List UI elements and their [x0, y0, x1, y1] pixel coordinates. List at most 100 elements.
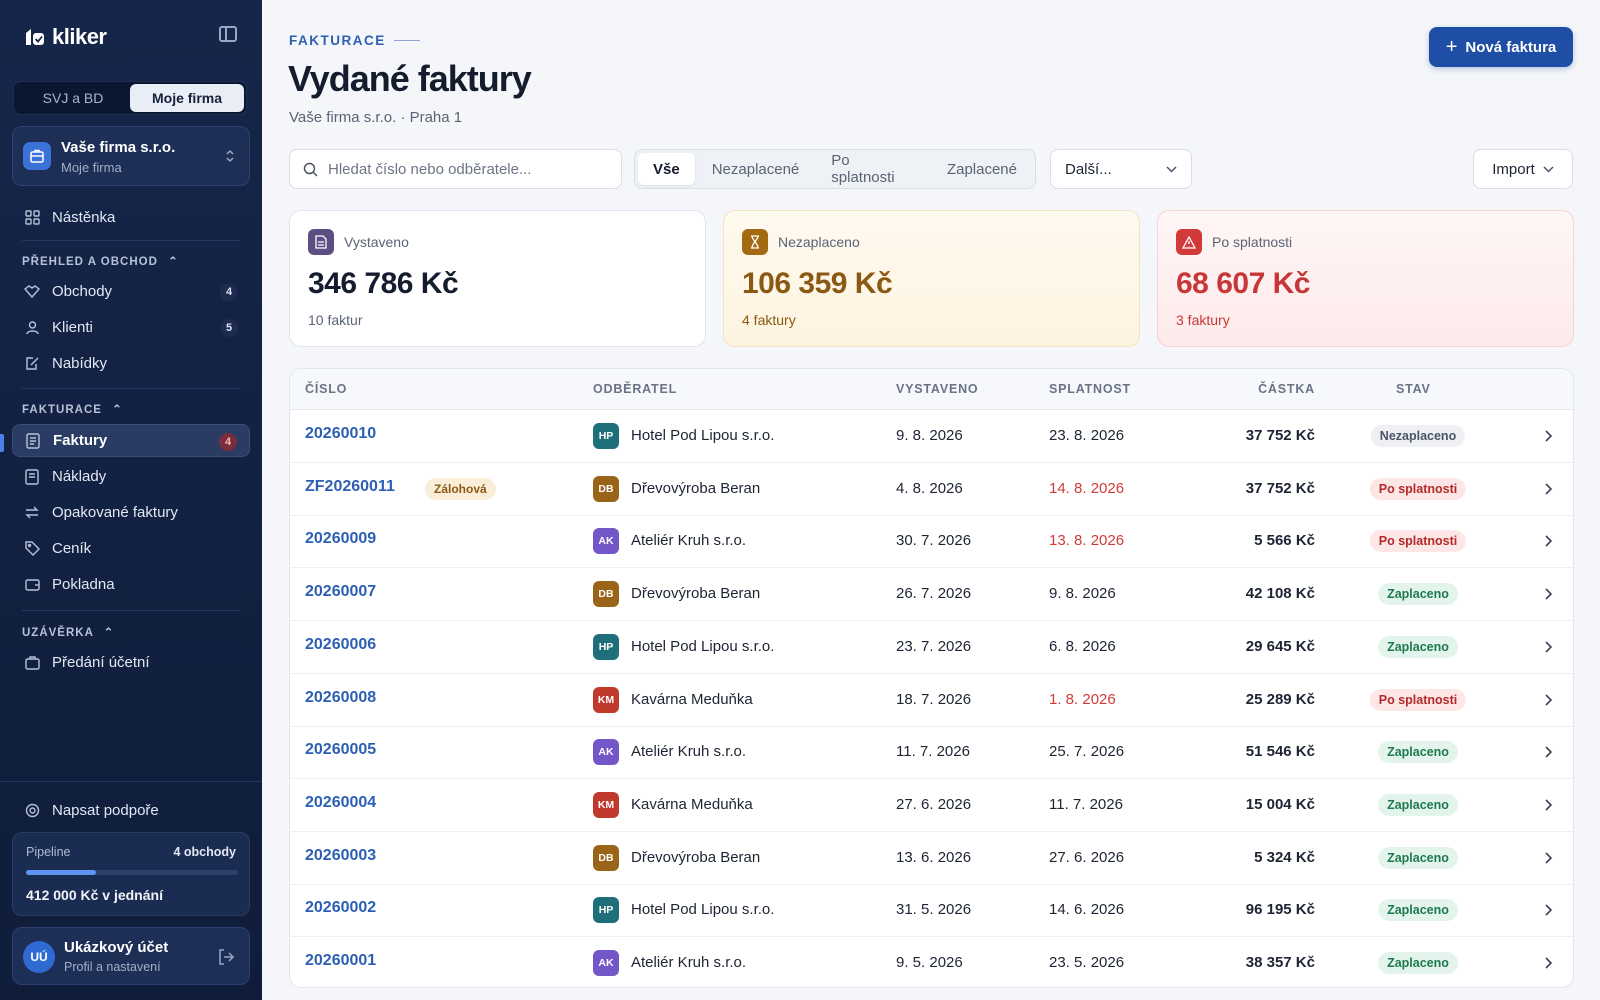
- stat-card-overdue[interactable]: Po splatnosti 68 607 Kč 3 faktury: [1157, 210, 1574, 347]
- invoice-number[interactable]: 20260005: [305, 741, 377, 759]
- table-row[interactable]: 20260009 AK Ateliér Kruh s.r.o. 30. 7. 2026…: [290, 515, 1573, 569]
- status-badge: Zaplaceno: [1378, 952, 1458, 974]
- account-card[interactable]: UÚ Ukázkový účet Profil a nastavení: [12, 927, 250, 985]
- client-avatar: DB: [593, 475, 619, 502]
- new-invoice-button[interactable]: + Nová faktura: [1429, 27, 1573, 67]
- chevron-right-icon[interactable]: [1543, 798, 1553, 812]
- tab-all[interactable]: Vše: [638, 153, 695, 185]
- table-row[interactable]: 20260003 DB Dřevovýroba Beran 13. 6. 2026 27…: [290, 832, 1573, 885]
- stat-card-issued[interactable]: Vystaveno 346 786 Kč 10 faktur: [289, 210, 706, 347]
- invoice-number[interactable]: 20260006: [305, 635, 377, 653]
- invoice-number[interactable]: 20260007: [305, 583, 377, 601]
- col-number[interactable]: ČÍSLO: [305, 382, 348, 396]
- section-label: FAKTURACE: [22, 404, 102, 416]
- workspace-switcher: SVJ a BD Moje firma: [13, 81, 247, 115]
- invoice-number[interactable]: 20260009: [305, 530, 377, 548]
- stat-card-unpaid[interactable]: Nezaplaceno 106 359 Kč 4 faktury: [723, 210, 1140, 347]
- client-name: Hotel Pod Lipou s.r.o.: [631, 637, 775, 655]
- chevron-right-icon[interactable]: [1543, 640, 1553, 654]
- table-row[interactable]: 20260005 AK Ateliér Kruh s.r.o. 11. 7. 2026…: [290, 726, 1573, 780]
- invoice-number[interactable]: ZF20260011: [305, 477, 395, 495]
- count-badge: 4: [219, 433, 237, 451]
- section-label: UZÁVĚRKA: [22, 627, 94, 639]
- support-label: Napsat podpoře: [52, 801, 159, 819]
- briefcase-icon: [24, 655, 40, 671]
- table-row[interactable]: ZF20260011 Zálohová DB Dřevovýroba Beran 4. …: [290, 463, 1573, 516]
- switch-svj[interactable]: SVJ a BD: [42, 90, 104, 106]
- chevron-right-icon[interactable]: [1543, 429, 1553, 443]
- sidebar-collapse-icon[interactable]: [219, 26, 237, 42]
- tab-paid[interactable]: Zaplacené: [946, 160, 1017, 178]
- section-overview[interactable]: PŘEHLED A OBCHOD ⌃: [22, 254, 179, 268]
- invoice-number[interactable]: 20260003: [305, 846, 377, 864]
- chevron-right-icon[interactable]: [1543, 745, 1553, 759]
- col-due[interactable]: SPLATNOST: [1049, 382, 1131, 396]
- sidebar-item-label: Faktury: [53, 432, 108, 449]
- chevron-right-icon[interactable]: [1543, 482, 1553, 496]
- pipeline-card[interactable]: Pipeline 4 obchody 412 000 Kč v jednání: [12, 832, 250, 916]
- new-invoice-label: Nová faktura: [1465, 38, 1557, 56]
- invoice-number[interactable]: 20260002: [305, 899, 377, 917]
- due-date: 14. 6. 2026: [1049, 901, 1125, 919]
- company-name: Vaše firma s.r.o.: [61, 139, 176, 156]
- invoice-number[interactable]: 20260001: [305, 952, 377, 969]
- sidebar-item-deals[interactable]: Obchody 4: [12, 275, 250, 308]
- app-name: kliker: [52, 24, 107, 49]
- chevron-right-icon[interactable]: [1543, 534, 1553, 548]
- logout-icon[interactable]: [217, 948, 235, 966]
- more-filters-select[interactable]: Další...: [1050, 149, 1192, 189]
- table-row[interactable]: 20260008 KM Kavárna Meduňka 18. 7. 2026 1. 8…: [290, 674, 1573, 727]
- stat-value: 346 786 Kč: [308, 267, 459, 300]
- sidebar-item-clients[interactable]: Klienti 5: [12, 311, 250, 344]
- section-invoicing[interactable]: FAKTURACE ⌃: [22, 402, 123, 416]
- sidebar-item-dashboard[interactable]: Nástěnka: [12, 201, 250, 234]
- sidebar-item-label: Opakované faktury: [52, 504, 178, 521]
- tab-unpaid[interactable]: Nezaplacené: [711, 160, 800, 178]
- stat-label: Vystaveno: [344, 234, 409, 250]
- col-status[interactable]: STAV: [1396, 382, 1431, 396]
- advance-invoice-tag: Zálohová: [425, 477, 496, 500]
- invoice-number[interactable]: 20260008: [305, 688, 377, 706]
- company-selector[interactable]: Vaše firma s.r.o. Moje firma: [12, 126, 250, 186]
- client-name: Ateliér Kruh s.r.o.: [631, 743, 747, 761]
- tab-overdue[interactable]: Po splatnosti: [831, 152, 895, 186]
- building-icon: [23, 142, 51, 170]
- chevron-right-icon[interactable]: [1543, 693, 1553, 707]
- section-closing[interactable]: UZÁVĚRKA ⌃: [22, 625, 114, 639]
- invoice-number[interactable]: 20260010: [305, 425, 377, 442]
- app-logo[interactable]: kliker: [24, 24, 107, 50]
- table-row[interactable]: 20260010 HP Hotel Pod Lipou s.r.o. 9. 8. 20…: [290, 410, 1573, 463]
- invoice-number[interactable]: 20260004: [305, 793, 377, 811]
- table-row[interactable]: 20260004 KM Kavárna Meduňka 27. 6. 2026 11. …: [290, 779, 1573, 832]
- sidebar-item-handover[interactable]: Předání účetní: [12, 646, 250, 679]
- divider: [22, 240, 240, 241]
- support-link[interactable]: Napsat podpoře: [12, 795, 250, 825]
- col-amount[interactable]: ČÁSTKA: [1258, 382, 1315, 396]
- page-subtitle: Vaše firma s.r.o. · Praha 1: [289, 109, 463, 126]
- switch-moje-firma[interactable]: Moje firma: [130, 84, 244, 112]
- table-row[interactable]: 20260001 AK Ateliér Kruh s.r.o. 9. 5. 2026 2…: [290, 937, 1573, 987]
- search-input[interactable]: [328, 160, 608, 178]
- client-name: Hotel Pod Lipou s.r.o.: [631, 901, 775, 919]
- sidebar-item-label: Ceník: [52, 540, 92, 557]
- sidebar-item-pricelist[interactable]: Ceník: [12, 532, 250, 565]
- chevron-right-icon[interactable]: [1543, 903, 1553, 917]
- chevron-right-icon[interactable]: [1543, 587, 1553, 601]
- col-issued[interactable]: VYSTAVENO: [896, 382, 979, 396]
- sidebar-item-recurring[interactable]: Opakované faktury: [12, 496, 250, 529]
- chevron-right-icon[interactable]: [1543, 851, 1553, 865]
- table-row[interactable]: 20260006 HP Hotel Pod Lipou s.r.o. 23. 7. 2…: [290, 621, 1573, 674]
- tag-icon: [24, 541, 40, 557]
- sidebar-item-cashdesk[interactable]: Pokladna: [12, 568, 250, 601]
- status-badge: Zaplaceno: [1378, 793, 1458, 816]
- section-eyebrow: FAKTURACE: [289, 33, 420, 48]
- chevron-right-icon[interactable]: [1543, 956, 1553, 970]
- import-button[interactable]: Import: [1473, 149, 1573, 189]
- col-client[interactable]: ODBĚRATEL: [593, 382, 678, 396]
- table-row[interactable]: 20260002 HP Hotel Pod Lipou s.r.o. 31. 5. 2…: [290, 884, 1573, 938]
- sidebar-item-costs[interactable]: Náklady: [12, 460, 250, 493]
- handshake-icon: [24, 284, 40, 300]
- sidebar-item-offers[interactable]: Nabídky: [12, 347, 250, 380]
- table-row[interactable]: 20260007 DB Dřevovýroba Beran 26. 7. 2026 9.…: [290, 568, 1573, 622]
- sidebar-item-invoices[interactable]: Faktury 4: [12, 424, 250, 457]
